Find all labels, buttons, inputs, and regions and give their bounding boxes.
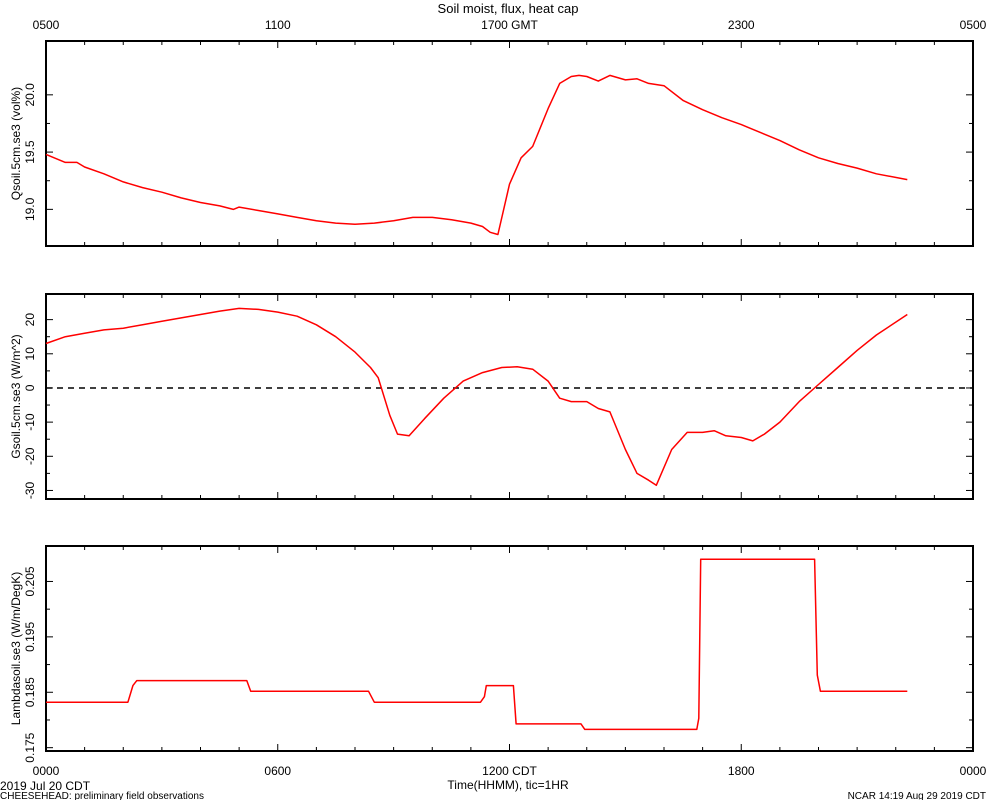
series-line	[46, 558, 908, 731]
top-axis-label: 0500	[33, 18, 60, 32]
bottom-axis-label: 1200 CDT	[482, 764, 537, 778]
top-axis-label: 1700 GMT	[481, 18, 538, 32]
y-tick-label: -20	[23, 447, 37, 465]
y-tick-label: 19.5	[23, 140, 37, 164]
y-axis-label: Lambdasoil.se3 (W/m/DegK)	[9, 572, 23, 725]
y-tick-label: 0	[23, 384, 37, 391]
y-axis-label: Gsoil.5cm.se3 (W/m^2)	[9, 334, 23, 458]
y-tick-label: 0.195	[23, 622, 37, 652]
y-tick-label: 0.175	[23, 732, 37, 762]
bottom-axis-label: 0000	[960, 764, 987, 778]
footer-right: NCAR 14:19 Aug 29 2019 CDT	[848, 791, 986, 800]
y-tick-label: 20.0	[23, 83, 37, 107]
y-tick-label: 20	[23, 313, 37, 327]
series-line	[45, 307, 908, 487]
y-tick-label: 19.0	[23, 197, 37, 221]
y-tick-label: 0.205	[23, 566, 37, 596]
top-axis-label: 1100	[265, 18, 291, 32]
y-tick-label: 10	[23, 347, 37, 361]
y-tick-label: -10	[23, 413, 37, 431]
top-axis-labels: 0500 1100 1700 GMT 2300 0500	[33, 18, 987, 32]
top-axis-label: 2300	[728, 18, 755, 32]
top-axis-label: 0500	[960, 18, 987, 32]
y-tick-label: 0.185	[23, 677, 37, 707]
date-label: 2019 Jul 20 CDT	[0, 779, 91, 793]
bottom-axis-label: 1800	[728, 764, 755, 778]
bottom-axis-label: 0000	[33, 764, 60, 778]
footer-left: CHEESEHEAD: preliminary field observatio…	[0, 791, 204, 800]
plot-frame	[45, 40, 974, 247]
y-axis-label: Qsoil.5cm.se3 (vol%)	[9, 87, 23, 200]
bottom-axis-labels: 0000 0600 1200 CDT 1800 0000	[33, 764, 987, 778]
x-axis-label: Time(HHMM), tic=1HR	[447, 778, 569, 792]
y-tick-label: -30	[23, 481, 37, 499]
chart-title: Soil moist, flux, heat cap	[438, 1, 579, 16]
plot-frame	[45, 293, 974, 500]
series-line	[45, 74, 908, 236]
plot-frame	[45, 545, 974, 752]
bottom-axis-label: 0600	[264, 764, 291, 778]
